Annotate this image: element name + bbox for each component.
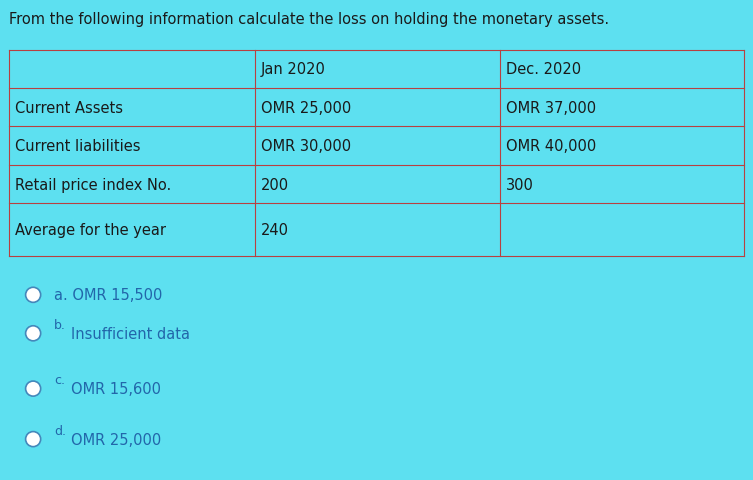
Ellipse shape (26, 381, 41, 396)
Text: a. OMR 15,500: a. OMR 15,500 (54, 288, 163, 303)
Text: From the following information calculate the loss on holding the monetary assets: From the following information calculate… (9, 12, 609, 27)
Text: 300: 300 (506, 177, 534, 192)
Text: OMR 25,000: OMR 25,000 (261, 100, 351, 116)
Text: OMR 40,000: OMR 40,000 (506, 139, 596, 154)
Text: c.: c. (54, 373, 66, 387)
Text: Current liabilities: Current liabilities (15, 139, 141, 154)
Text: Current Assets: Current Assets (15, 100, 123, 116)
Text: OMR 30,000: OMR 30,000 (261, 139, 351, 154)
Ellipse shape (26, 432, 41, 447)
Text: Dec. 2020: Dec. 2020 (506, 62, 581, 77)
Text: b.: b. (54, 318, 66, 332)
Text: 240: 240 (261, 223, 288, 238)
Text: OMR 25,000: OMR 25,000 (71, 432, 161, 447)
Text: d.: d. (54, 424, 66, 437)
Text: OMR 37,000: OMR 37,000 (506, 100, 596, 116)
Text: OMR 15,600: OMR 15,600 (71, 381, 161, 396)
Text: 200: 200 (261, 177, 288, 192)
Text: Jan 2020: Jan 2020 (261, 62, 325, 77)
Text: Retail price index No.: Retail price index No. (15, 177, 172, 192)
Text: Insufficient data: Insufficient data (71, 326, 190, 341)
Ellipse shape (26, 326, 41, 341)
Ellipse shape (26, 288, 41, 303)
Text: Average for the year: Average for the year (15, 223, 166, 238)
